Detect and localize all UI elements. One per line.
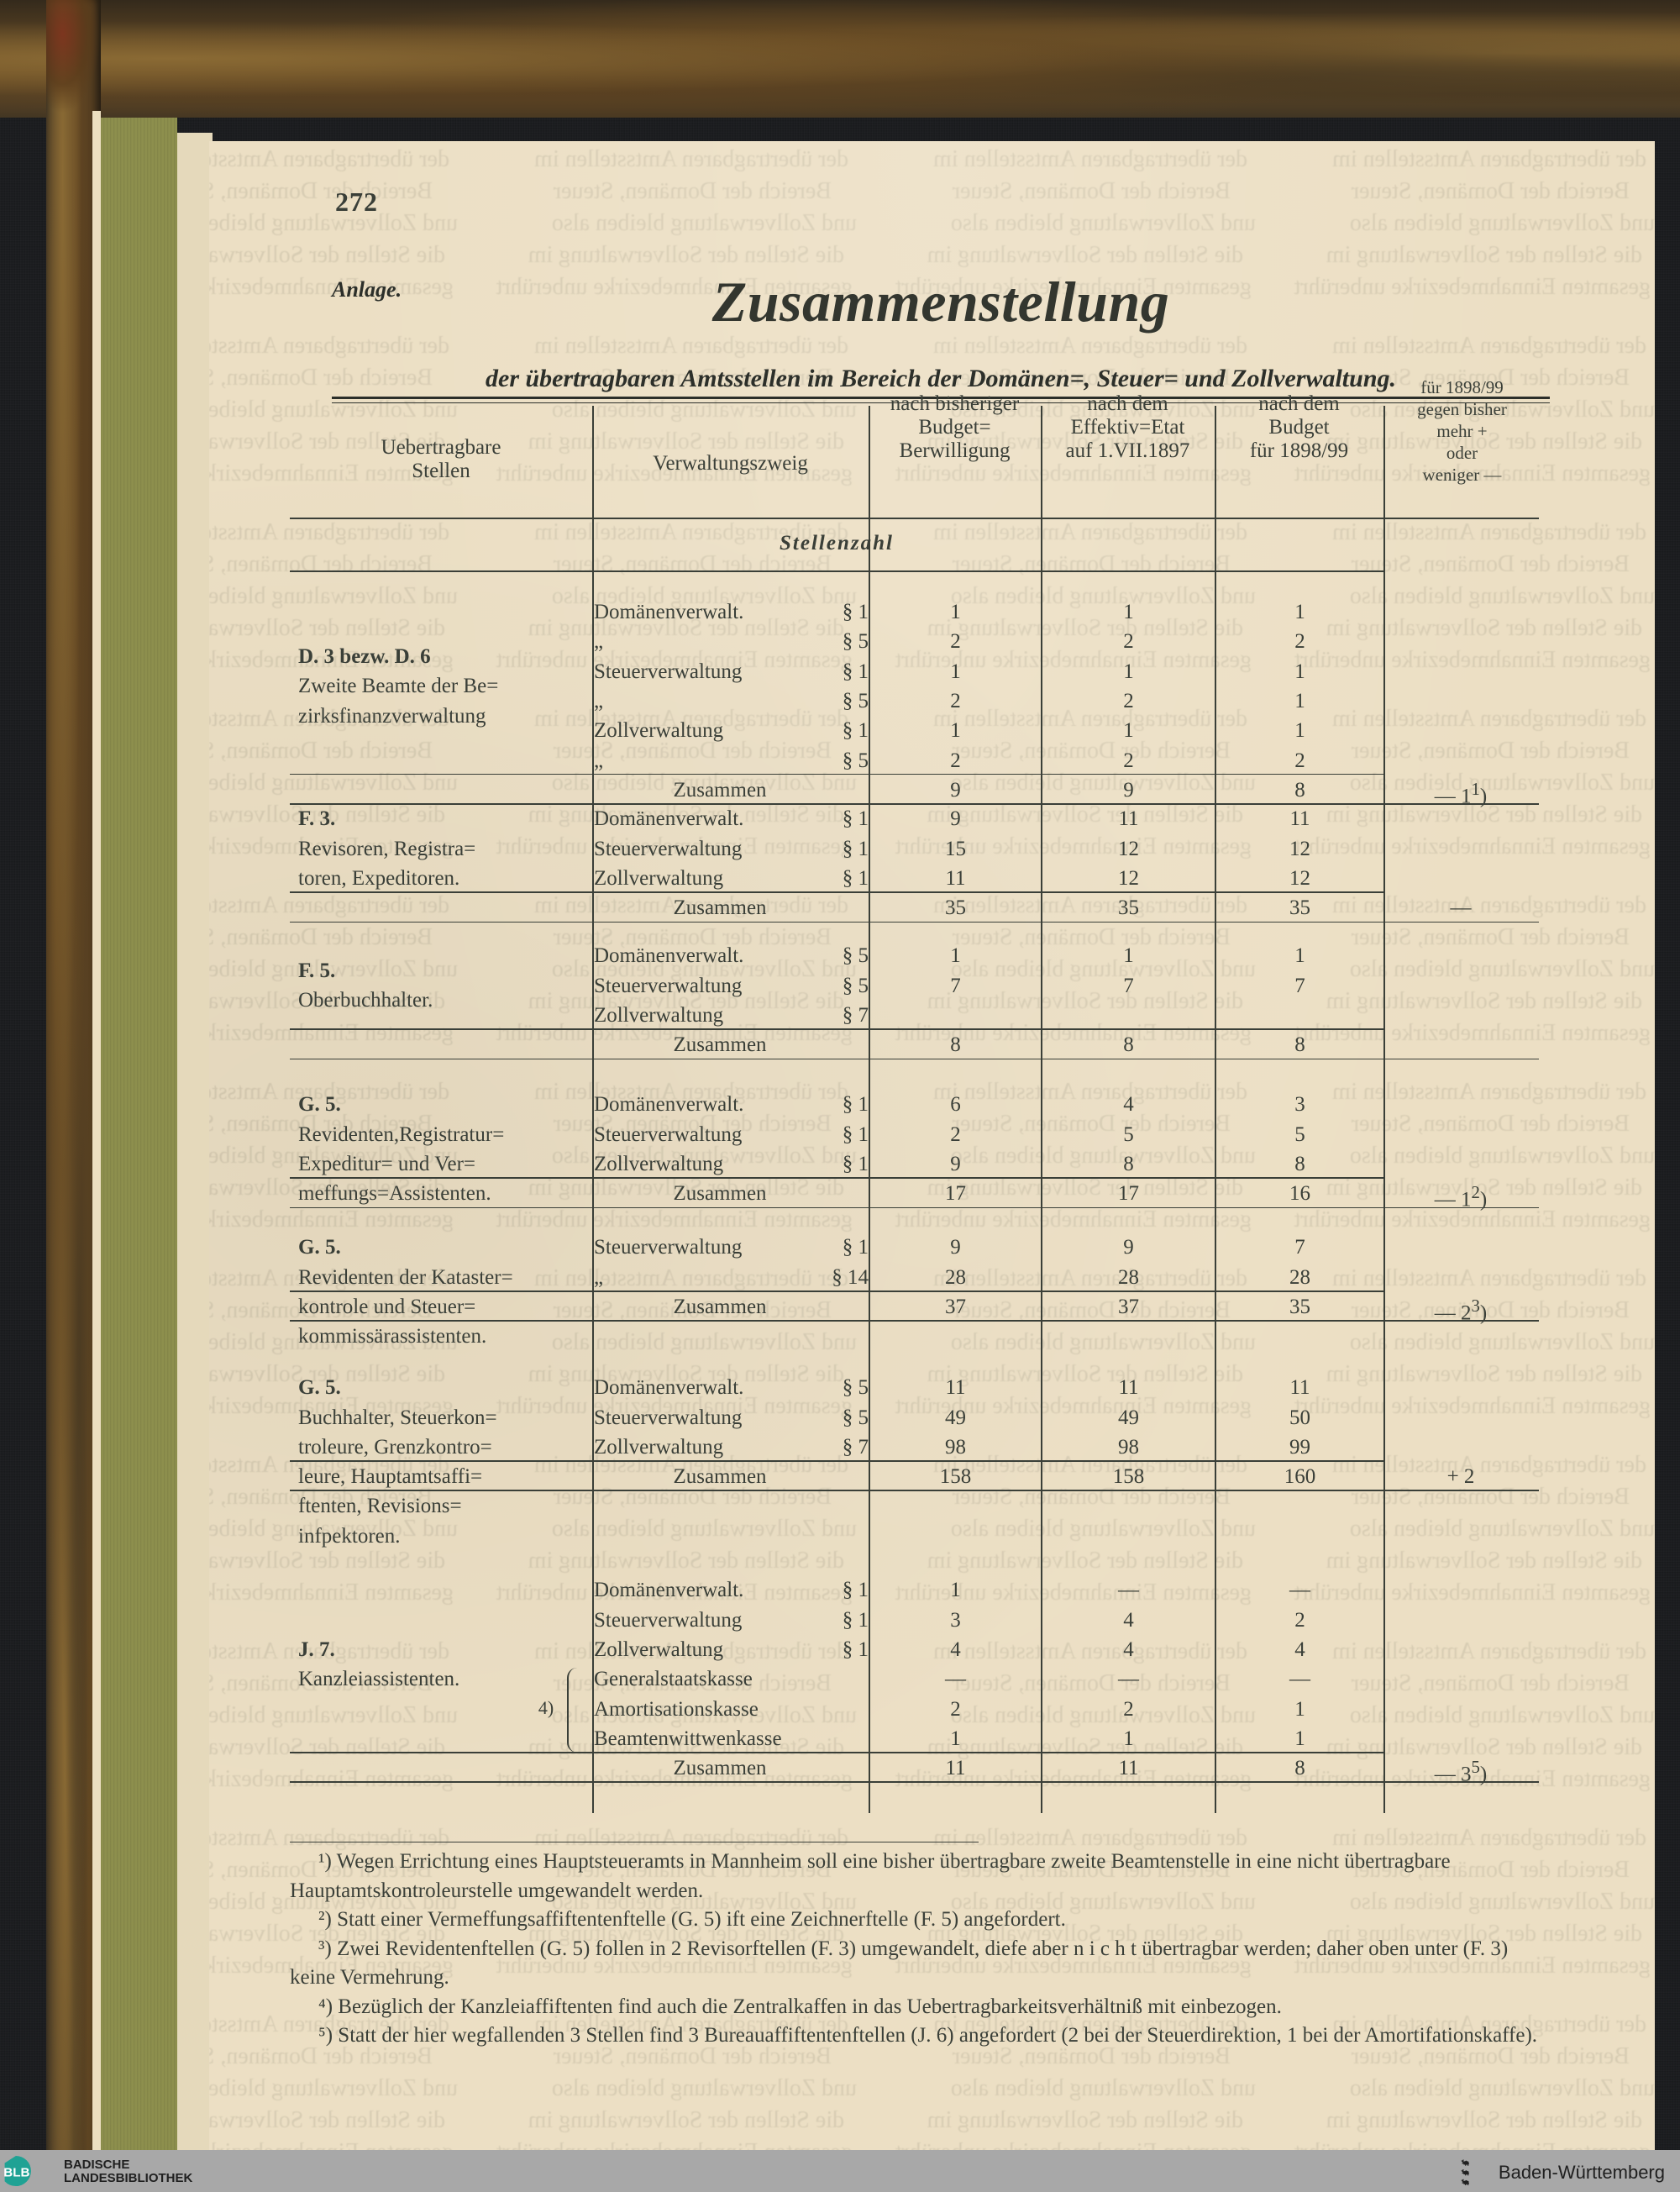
svg-text:BLB: BLB — [3, 2166, 29, 2180]
